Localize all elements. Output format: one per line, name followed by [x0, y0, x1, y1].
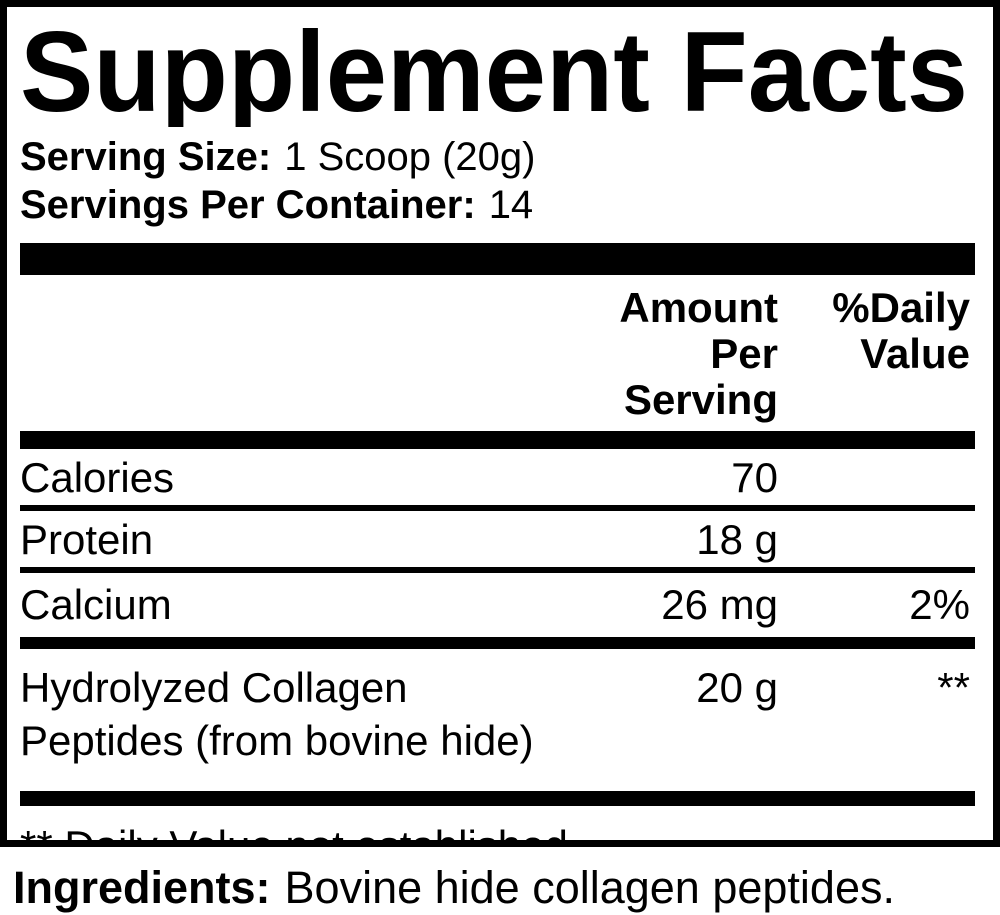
ingredients-value: Bovine hide collagen peptides.	[284, 862, 895, 913]
supplement-facts-panel: Supplement Facts Serving Size: 1 Scoop (2…	[0, 0, 1000, 847]
column-header-row: Amount Per Serving %Daily Value	[20, 275, 975, 431]
nutrient-amount: 26 mg	[661, 581, 778, 628]
medium-divider-bar	[20, 637, 975, 649]
nutrient-row-calcium: Calcium 26 mg 2%	[20, 573, 975, 637]
footnote-divider-bar	[20, 791, 975, 806]
row-separator	[20, 567, 975, 573]
panel-title-graphic: Supplement Facts	[20, 19, 968, 127]
serving-size-label: Serving Size:	[20, 135, 272, 179]
nutrient-row-collagen: Hydrolyzed Collagen Peptides (from bovin…	[20, 649, 975, 767]
row-separator	[20, 505, 975, 511]
amount-header-line2: Serving	[623, 376, 778, 423]
nutrient-dv: **	[937, 664, 970, 711]
daily-value-header: %Daily Value	[778, 285, 975, 377]
serving-size-line: Serving Size: 1 Scoop (20g)	[20, 133, 975, 181]
nutrient-name: Protein	[20, 516, 154, 563]
nutrient-amount: 70	[731, 454, 778, 501]
nutrient-name: Calories	[20, 454, 175, 501]
ingredients-label: Ingredients:	[13, 862, 271, 913]
nutrient-row-protein: Protein 18 g	[20, 511, 975, 567]
panel-title: Supplement Facts	[20, 19, 968, 127]
header-divider-bar	[20, 431, 975, 449]
amount-per-serving-header: Amount Per Serving	[563, 285, 778, 423]
thick-divider-bar-top	[20, 243, 975, 275]
nutrient-name: Calcium	[20, 581, 172, 628]
nutrient-amount: 18 g	[696, 516, 778, 563]
dv-header-line1: %Daily	[832, 284, 970, 331]
nutrient-dv: 2%	[909, 581, 970, 628]
servings-per-container-label: Servings Per Container:	[20, 183, 476, 227]
nutrient-row-calories: Calories 70	[20, 449, 975, 505]
ingredients-line: Ingredients: Bovine hide collagen peptide…	[13, 862, 1000, 914]
dv-header-line2: Value	[860, 330, 970, 377]
serving-size-value: 1 Scoop (20g)	[284, 135, 536, 179]
nutrient-amount: 20 g	[696, 664, 778, 711]
servings-per-container-line: Servings Per Container: 14	[20, 181, 975, 229]
amount-header-line1: Amount Per	[619, 284, 778, 377]
servings-per-container-value: 14	[488, 183, 534, 227]
nutrient-name: Hydrolyzed Collagen Peptides (from bovin…	[20, 664, 534, 764]
daily-value-footnote: ** Daily Value not established	[20, 822, 568, 847]
